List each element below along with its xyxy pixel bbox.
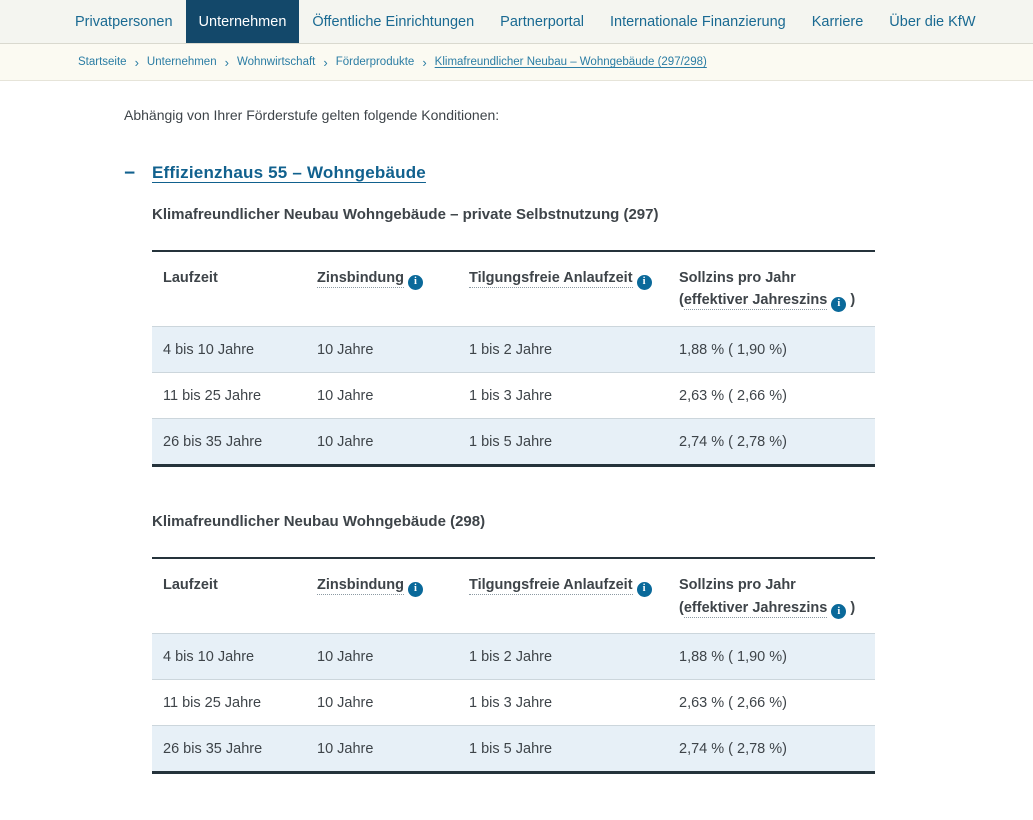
top-navigation: Privatpersonen Unternehmen Öffentliche E…	[0, 0, 1033, 44]
nav-item-oeffentliche-einrichtungen[interactable]: Öffentliche Einrichtungen	[312, 13, 475, 30]
header-sollzins-prefix: Sollzins pro Jahr (	[679, 577, 796, 616]
cell-zinsbindung: 10 Jahre	[306, 372, 458, 420]
header-zinsbindung: Zinsbindung i	[306, 251, 458, 328]
breadcrumb-startseite[interactable]: Startseite	[78, 56, 127, 68]
nav-item-ueber-die-kfw[interactable]: Über die KfW	[889, 13, 976, 30]
main-content: Abhängig von Ihrer Förderstufe gelten fo…	[0, 81, 1033, 775]
info-icon[interactable]: i	[407, 274, 423, 290]
cell-anlaufzeit: 1 bis 3 Jahre	[458, 372, 668, 420]
section-title-link[interactable]: Effizienzhaus 55 – Wohngebäude	[152, 163, 426, 182]
conditions-block-297: Klimafreundlicher Neubau Wohngebäude – p…	[152, 206, 1033, 775]
header-zinsbindung: Zinsbindung i	[306, 558, 458, 635]
accordion-section-header: − Effizienzhaus 55 – Wohngebäude	[124, 163, 1033, 183]
intro-text: Abhängig von Ihrer Förderstufe gelten fo…	[124, 107, 500, 123]
tooltip-term-anlaufzeit[interactable]: Tilgungsfreie Anlaufzeit	[469, 270, 633, 288]
cell-anlaufzeit: 1 bis 2 Jahre	[458, 326, 668, 374]
header-tilgungsfreie-anlaufzeit: Tilgungsfreie Anlaufzeit i	[458, 251, 668, 328]
conditions-table-298: Laufzeit Zinsbindung i Tilgungsfreie Anla…	[152, 557, 875, 775]
info-icon[interactable]: i	[831, 297, 847, 313]
table-row: 26 bis 35 Jahre 10 Jahre 1 bis 5 Jahre 2…	[152, 725, 875, 773]
cell-sollzins: 2,74 % ( 2,78 %)	[679, 741, 787, 758]
info-icon[interactable]: i	[636, 581, 652, 597]
header-sollzins-suffix: )	[850, 599, 856, 616]
cell-laufzeit: 26 bis 35 Jahre	[163, 434, 263, 451]
header-sollzins: Sollzins pro Jahr (effektiver Jahreszins…	[668, 251, 875, 328]
cell-laufzeit: 11 bis 25 Jahre	[152, 372, 306, 420]
cell-sollzins: 2,63 % ( 2,66 %)	[668, 372, 875, 420]
chevron-right-icon: ›	[134, 54, 139, 70]
tooltip-term-zinsbindung[interactable]: Zinsbindung	[317, 270, 404, 288]
chevron-right-icon: ›	[422, 54, 427, 70]
cell-sollzins: 1,88 % ( 1,90 %)	[668, 633, 875, 681]
header-tilgungsfreie-anlaufzeit: Tilgungsfreie Anlaufzeit i	[458, 558, 668, 635]
cell-zinsbindung: 10 Jahre	[317, 434, 374, 451]
cell-zinsbindung: 10 Jahre	[317, 741, 374, 758]
header-sollzins-prefix: Sollzins pro Jahr (	[679, 270, 796, 309]
cell-laufzeit: 4 bis 10 Jahre	[152, 633, 306, 681]
table-header-row: Laufzeit Zinsbindung i Tilgungsfreie Anla…	[152, 251, 875, 328]
breadcrumb: Startseite › Unternehmen › Wohnwirtschaf…	[0, 44, 1033, 81]
breadcrumb-foerderprodukte[interactable]: Förderprodukte	[335, 56, 415, 68]
cell-sollzins: 2,74 % ( 2,78 %)	[679, 434, 787, 451]
info-icon[interactable]: i	[407, 581, 423, 597]
tooltip-term-zinsbindung[interactable]: Zinsbindung	[317, 577, 404, 596]
cell-laufzeit: 4 bis 10 Jahre	[152, 326, 306, 374]
chevron-right-icon: ›	[323, 54, 328, 70]
table-row: 4 bis 10 Jahre 10 Jahre 1 bis 2 Jahre 1,…	[152, 633, 875, 681]
breadcrumb-wohnwirtschaft[interactable]: Wohnwirtschaft	[236, 56, 316, 68]
cell-anlaufzeit: 1 bis 5 Jahre	[469, 741, 553, 758]
nav-item-partnerportal[interactable]: Partnerportal	[500, 13, 584, 30]
nav-item-unternehmen[interactable]: Unternehmen	[185, 0, 300, 43]
table-row: 4 bis 10 Jahre 10 Jahre 1 bis 2 Jahre 1,…	[152, 326, 875, 374]
header-laufzeit: Laufzeit	[152, 558, 306, 635]
nav-item-karriere[interactable]: Karriere	[811, 13, 864, 30]
conditions-table-297: Laufzeit Zinsbindung i Tilgungsfreie Anla…	[152, 250, 875, 468]
tooltip-term-anlaufzeit[interactable]: Tilgungsfreie Anlaufzeit	[469, 577, 633, 596]
tooltip-term-effektiver-jahreszins[interactable]: effektiver Jahreszins	[683, 292, 828, 311]
table-row: 11 bis 25 Jahre 10 Jahre 1 bis 3 Jahre 2…	[152, 372, 875, 420]
table-header-row: Laufzeit Zinsbindung i Tilgungsfreie Anla…	[152, 558, 875, 635]
info-icon[interactable]: i	[831, 604, 847, 620]
breadcrumb-current-page[interactable]: Klimafreundlicher Neubau – Wohngebäude (…	[434, 56, 707, 68]
cell-anlaufzeit: 1 bis 2 Jahre	[458, 633, 668, 681]
cell-laufzeit: 26 bis 35 Jahre	[163, 741, 263, 758]
table-row: 11 bis 25 Jahre 10 Jahre 1 bis 3 Jahre 2…	[152, 679, 875, 727]
header-sollzins: Sollzins pro Jahr (effektiver Jahreszins…	[668, 558, 875, 635]
header-laufzeit: Laufzeit	[152, 251, 306, 328]
nav-item-privatpersonen[interactable]: Privatpersonen	[75, 13, 173, 30]
table-row: 26 bis 35 Jahre 10 Jahre 1 bis 5 Jahre 2…	[152, 418, 875, 466]
cell-sollzins: 1,88 % ( 1,90 %)	[668, 326, 875, 374]
table-title-297: Klimafreundlicher Neubau Wohngebäude – p…	[152, 206, 659, 223]
cell-anlaufzeit: 1 bis 3 Jahre	[458, 679, 668, 727]
collapse-minus-icon[interactable]: −	[124, 162, 136, 184]
cell-sollzins: 2,63 % ( 2,66 %)	[668, 679, 875, 727]
header-sollzins-suffix: )	[850, 292, 856, 309]
info-icon[interactable]: i	[636, 274, 652, 290]
table-title-298: Klimafreundlicher Neubau Wohngebäude (29…	[152, 513, 486, 531]
breadcrumb-unternehmen[interactable]: Unternehmen	[146, 56, 217, 68]
cell-zinsbindung: 10 Jahre	[306, 679, 458, 727]
cell-laufzeit: 11 bis 25 Jahre	[152, 679, 306, 727]
cell-zinsbindung: 10 Jahre	[306, 326, 458, 374]
tooltip-term-effektiver-jahreszins[interactable]: effektiver Jahreszins	[683, 599, 828, 618]
nav-item-internationale-finanzierung[interactable]: Internationale Finanzierung	[609, 13, 786, 30]
cell-zinsbindung: 10 Jahre	[306, 633, 458, 681]
chevron-right-icon: ›	[224, 54, 229, 70]
cell-anlaufzeit: 1 bis 5 Jahre	[469, 434, 553, 451]
